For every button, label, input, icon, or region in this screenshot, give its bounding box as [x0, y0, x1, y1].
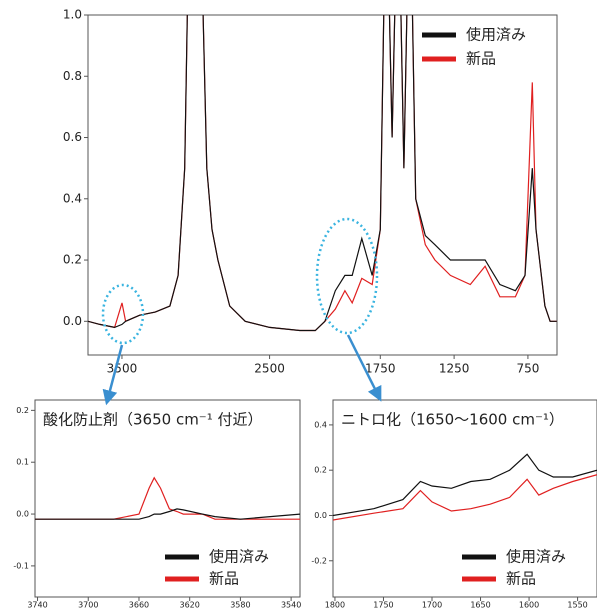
x-tick-label: 1600 — [519, 601, 539, 609]
y-tick-label: 0.2 — [314, 466, 327, 475]
highlight-ellipse — [101, 283, 145, 345]
y-tick-label: 0.2 — [16, 406, 29, 415]
x-tick-label: 750 — [516, 362, 539, 376]
x-tick-label: 3540 — [281, 601, 301, 609]
plot-frame — [332, 399, 597, 598]
legend-label: 使用済み — [209, 548, 269, 566]
callout-arrow — [102, 344, 124, 406]
x-tick-label: 3500 — [107, 362, 138, 376]
y-tick-label: -0.2 — [311, 556, 327, 565]
x-tick-label: 1250 — [439, 362, 470, 376]
y-tick-label: 1.0 — [63, 8, 82, 22]
x-tick-label: 3700 — [78, 601, 98, 609]
y-tick-label: 0.4 — [63, 191, 82, 205]
chart-title: 酸化防止剤（3650 cm⁻¹ 付近） — [43, 411, 263, 429]
y-tick-label: -0.1 — [13, 561, 29, 570]
x-tick-label: 3620 — [180, 601, 200, 609]
plot-frame — [87, 14, 558, 356]
legend-label: 新品 — [466, 50, 496, 68]
y-tick-label: 0.0 — [314, 511, 327, 520]
series-line — [333, 453, 597, 517]
x-tick-label: 3660 — [129, 601, 149, 609]
y-tick-label: 0.6 — [63, 130, 82, 144]
legend-label: 新品 — [506, 570, 536, 588]
legend-label: 新品 — [209, 570, 239, 588]
x-tick-label: 2500 — [254, 362, 285, 376]
x-tick-label: 1750 — [365, 362, 396, 376]
y-tick-label: 0.0 — [16, 510, 29, 519]
x-tick-label: 1650 — [470, 601, 490, 609]
y-tick-label: 0.1 — [16, 458, 29, 467]
series-line — [35, 476, 300, 520]
plot-frame — [34, 399, 301, 598]
y-tick-label: 0.0 — [63, 314, 82, 328]
x-tick-label: 1750 — [373, 601, 393, 609]
y-tick-label: 0.2 — [63, 253, 82, 267]
y-tick-label: 0.8 — [63, 69, 82, 83]
y-tick-label: 0.4 — [314, 420, 327, 429]
series-line — [333, 474, 597, 521]
x-tick-label: 1800 — [325, 601, 345, 609]
callout-arrow — [346, 334, 382, 402]
x-tick-label: 3580 — [230, 601, 250, 609]
chart-title: ニトロ化（1650～1600 cm⁻¹） — [341, 411, 564, 429]
highlight-ellipse — [315, 217, 379, 335]
x-tick-label: 1550 — [567, 601, 587, 609]
series-line — [35, 508, 300, 520]
legend-label: 使用済み — [466, 26, 526, 44]
series-line — [88, 15, 557, 332]
x-tick-label: 3740 — [27, 601, 47, 609]
legend-label: 使用済み — [506, 548, 566, 566]
x-tick-label: 1700 — [422, 601, 442, 609]
